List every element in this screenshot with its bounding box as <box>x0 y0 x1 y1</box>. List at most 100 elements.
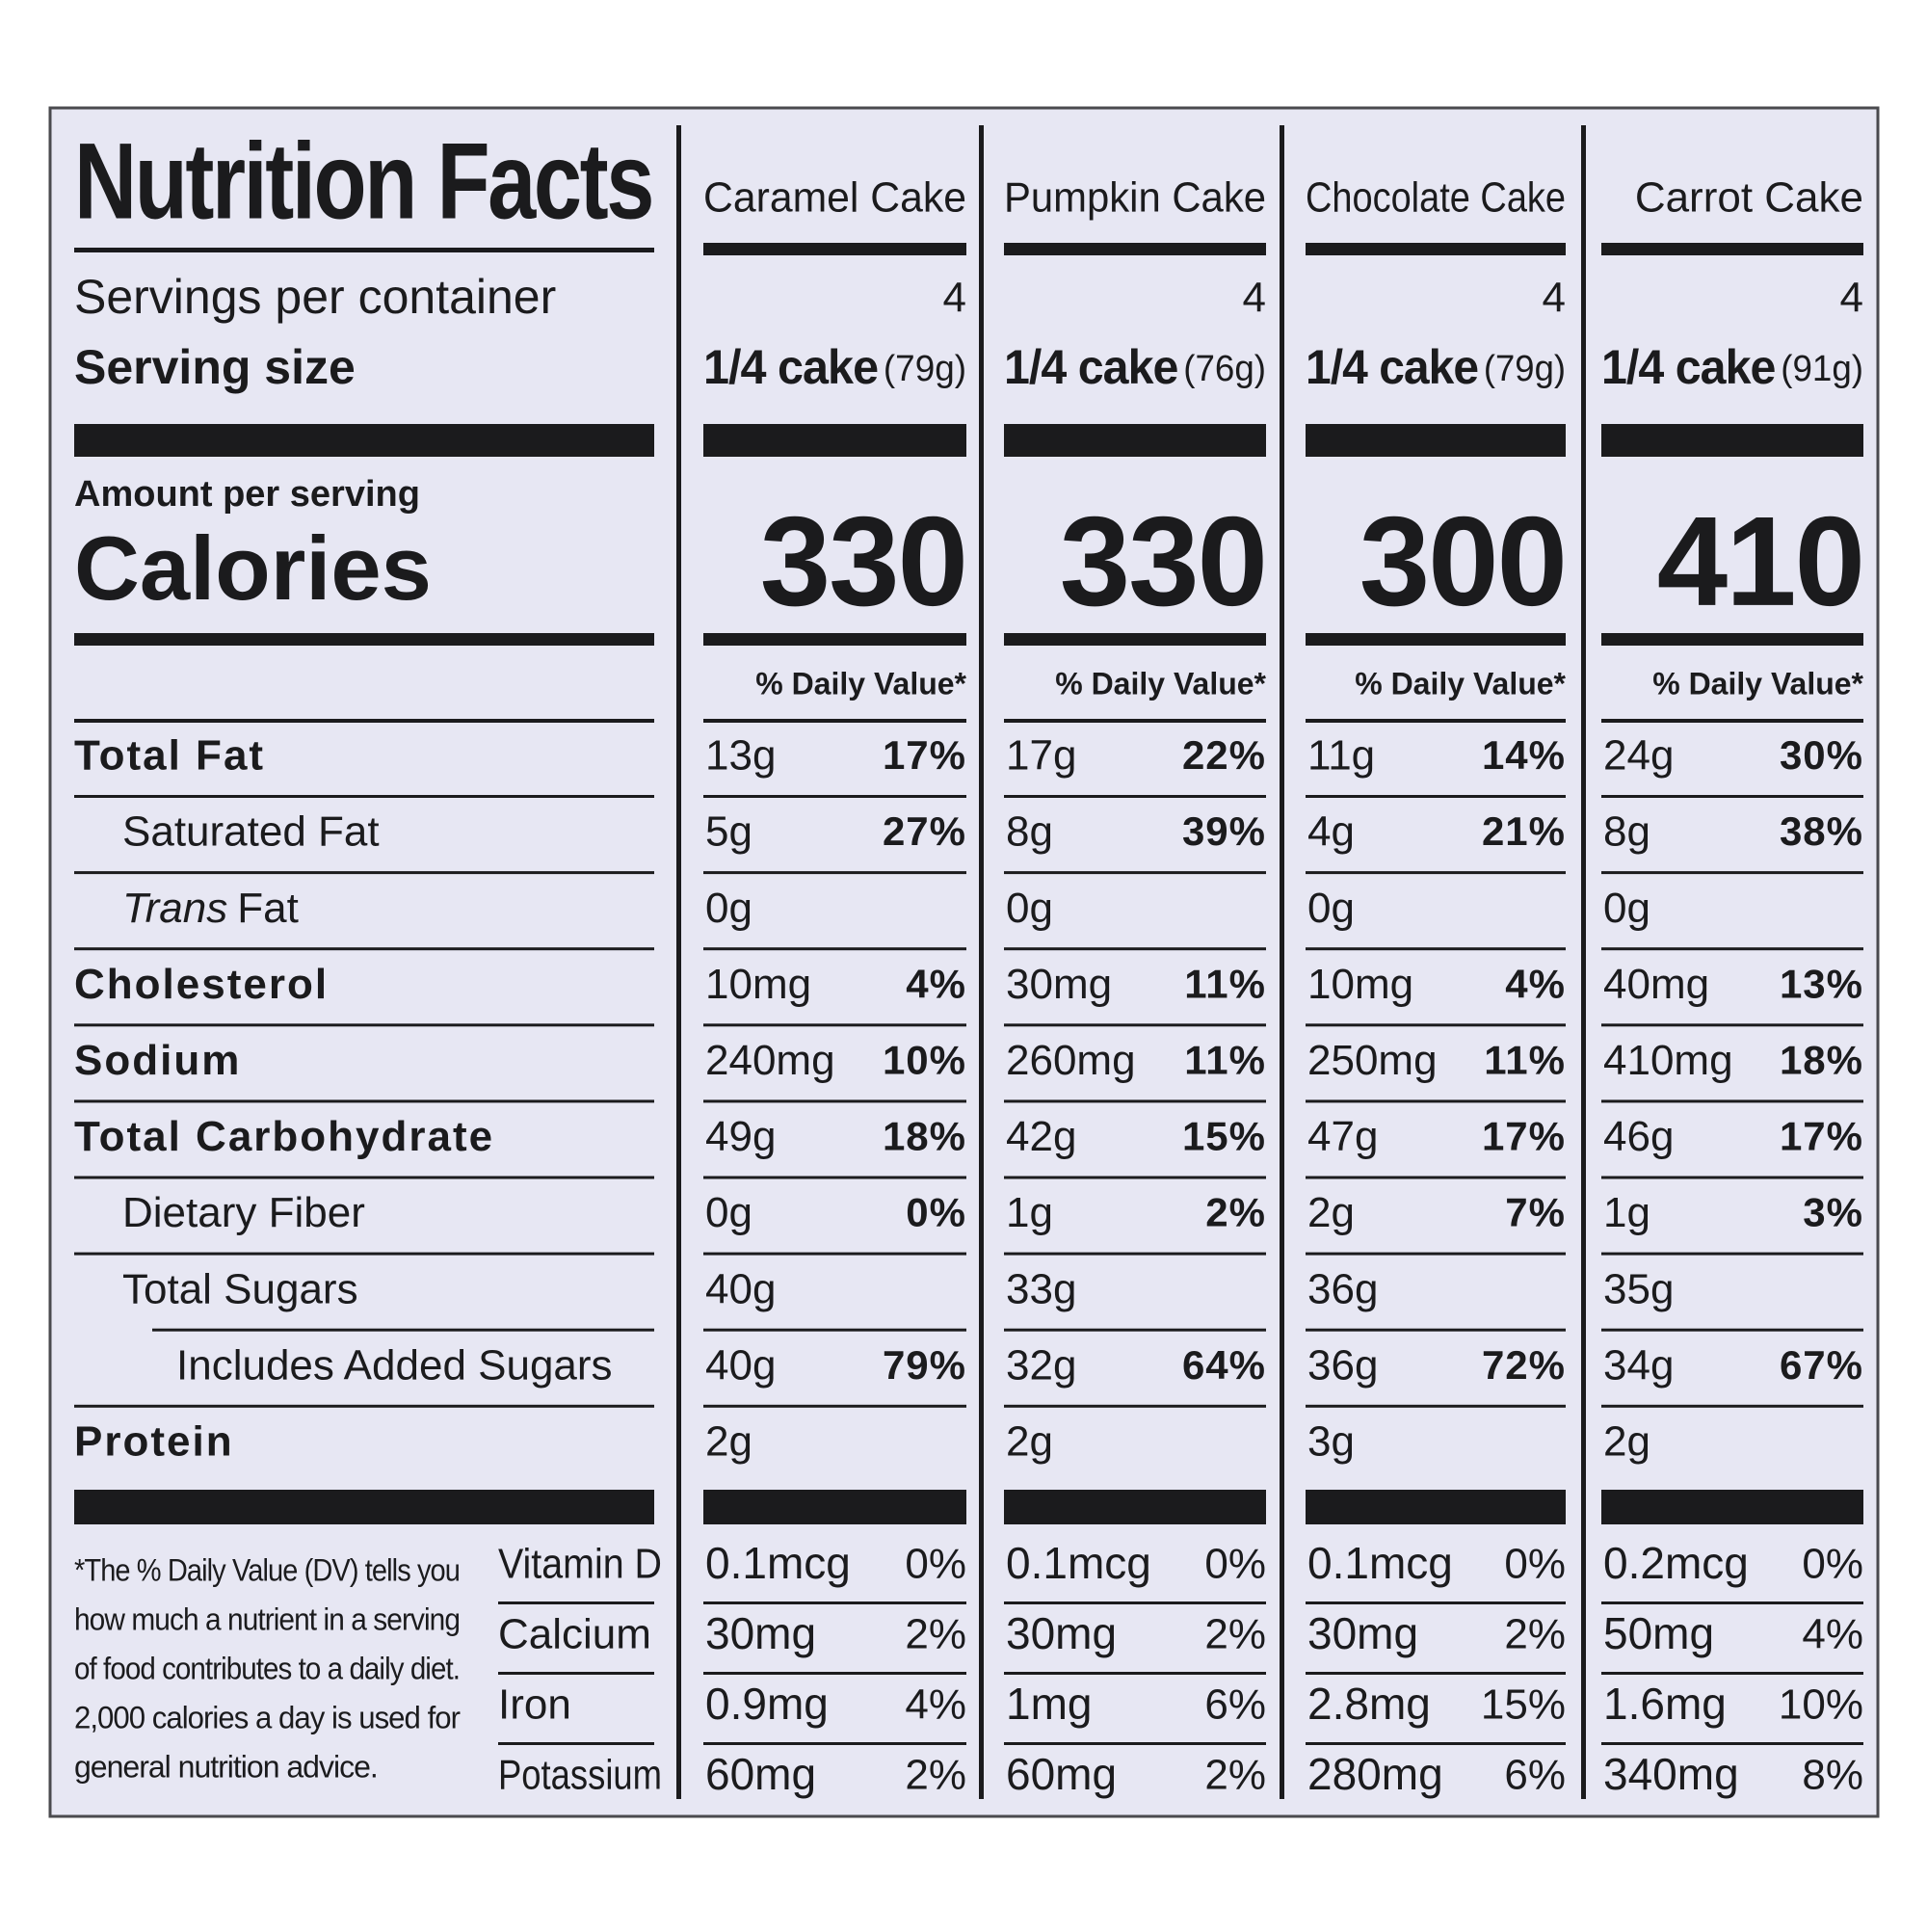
rule <box>1601 1328 1863 1332</box>
servings-value: 4 <box>943 275 966 322</box>
rule <box>1004 1099 1266 1103</box>
rule <box>1601 795 1863 798</box>
daily-value-header: % Daily Value* <box>755 666 966 701</box>
nutrient-label: Total Carbohydrate <box>74 1113 494 1160</box>
rule <box>1004 1176 1266 1179</box>
serving-size-amount: 1/4 cake <box>1601 340 1776 394</box>
rule <box>1306 719 1566 723</box>
vitamin-amount: 0.1mcg <box>1006 1538 1151 1588</box>
rule <box>1306 1742 1566 1745</box>
rule <box>1601 1404 1863 1408</box>
rule <box>703 243 966 255</box>
rule <box>1306 795 1566 798</box>
nutrient-daily-value: 64% <box>1182 1342 1266 1388</box>
calories-value: 410 <box>1657 490 1863 632</box>
nutrient-amount: 410mg <box>1603 1037 1733 1084</box>
thick-bar <box>74 424 654 457</box>
vitamin-label: Potassium <box>498 1752 662 1799</box>
footnote-line: of food contributes to a daily diet. <box>74 1651 460 1685</box>
servings-label: Servings per container <box>74 270 556 324</box>
nutrient-daily-value: 18% <box>883 1114 966 1159</box>
rule <box>703 1023 966 1027</box>
rule <box>1004 633 1266 646</box>
rule <box>1306 1328 1566 1332</box>
serving-size: 1/4 cake(79g) <box>1306 340 1566 394</box>
thick-bar <box>1004 1490 1266 1524</box>
nutrient-daily-value: 11% <box>1184 961 1266 1006</box>
vitamin-label: Iron <box>498 1681 571 1729</box>
serving-size: 1/4 cake(79g) <box>703 340 966 394</box>
nutrient-label: Sodium <box>74 1037 241 1084</box>
nutrient-label: Total Sugars <box>122 1265 358 1312</box>
nutrient-amount: 0g <box>1603 885 1650 932</box>
vitamin-daily-value: 0% <box>1802 1541 1863 1588</box>
vitamin-amount: 0.1mcg <box>1307 1538 1453 1588</box>
rule <box>74 795 654 798</box>
vitamin-daily-value: 2% <box>1204 1611 1266 1658</box>
nutrient-amount: 260mg <box>1006 1037 1136 1084</box>
nutrient-daily-value: 11% <box>1184 1037 1266 1082</box>
serving-size-amount: 1/4 cake <box>703 340 878 394</box>
nutrient-amount: 46g <box>1603 1113 1674 1160</box>
rule <box>1601 947 1863 951</box>
rule <box>74 1176 654 1179</box>
nutrient-daily-value: 3% <box>1803 1190 1863 1235</box>
thick-bar <box>703 1490 966 1524</box>
vitamin-amount: 1mg <box>1006 1679 1092 1729</box>
rule <box>703 1601 966 1604</box>
thick-bar <box>703 424 966 457</box>
nutrient-daily-value: 21% <box>1482 808 1566 854</box>
nutrient-amount: 32g <box>1006 1341 1076 1389</box>
vitamin-amount: 30mg <box>1307 1608 1418 1658</box>
column-divider <box>1581 125 1586 1799</box>
rule <box>1601 871 1863 875</box>
rule <box>1601 719 1863 723</box>
serving-size-amount: 1/4 cake <box>1306 340 1478 394</box>
rule <box>74 633 654 646</box>
rule <box>703 1742 966 1745</box>
nutrient-daily-value: 22% <box>1182 732 1266 778</box>
rule <box>74 947 654 951</box>
rule <box>703 1176 966 1179</box>
rule <box>1004 1672 1266 1675</box>
rule <box>74 1404 654 1408</box>
rule <box>1601 633 1863 646</box>
vitamin-amount: 60mg <box>1006 1749 1117 1799</box>
nutrient-amount: 8g <box>1603 808 1650 856</box>
servings-value: 4 <box>1243 275 1266 322</box>
nutrient-daily-value: 39% <box>1182 808 1266 854</box>
vitamin-daily-value: 2% <box>1504 1611 1566 1658</box>
daily-value-header: % Daily Value* <box>1055 666 1266 701</box>
vitamin-daily-value: 0% <box>905 1541 966 1588</box>
nutrient-amount: 2g <box>1307 1189 1355 1236</box>
vitamin-amount: 2.8mg <box>1307 1679 1431 1729</box>
rule <box>1306 1023 1566 1027</box>
servings-value: 4 <box>1840 275 1863 322</box>
rule <box>74 1023 654 1027</box>
vitamin-label: Calcium <box>498 1611 651 1658</box>
thick-bar <box>1004 424 1266 457</box>
nutrient-amount: 1g <box>1006 1189 1053 1236</box>
footnote-line: 2,000 calories a day is used for <box>74 1700 461 1734</box>
rule <box>74 1252 654 1256</box>
rule <box>1306 633 1566 646</box>
vitamin-amount: 0.1mcg <box>705 1538 851 1588</box>
rule <box>703 1672 966 1675</box>
rule <box>703 871 966 875</box>
rule <box>74 719 654 723</box>
nutrient-daily-value: 4% <box>906 961 966 1006</box>
vitamin-daily-value: 2% <box>905 1752 966 1799</box>
nutrient-daily-value: 72% <box>1482 1342 1566 1388</box>
nutrient-amount: 2g <box>1006 1418 1053 1466</box>
vitamin-daily-value: 6% <box>1204 1681 1266 1729</box>
nutrient-label: Dietary Fiber <box>122 1189 365 1236</box>
rule <box>1004 1252 1266 1256</box>
label-panel <box>48 106 1880 1818</box>
nutrient-label: Total Fat <box>74 732 265 780</box>
vitamin-amount: 30mg <box>1006 1608 1117 1658</box>
nutrient-daily-value: 30% <box>1780 732 1863 778</box>
rule <box>1306 1252 1566 1256</box>
vitamin-daily-value: 4% <box>1802 1611 1863 1658</box>
rule <box>1004 947 1266 951</box>
footnote-line: *The % Daily Value (DV) tells you <box>74 1552 460 1587</box>
